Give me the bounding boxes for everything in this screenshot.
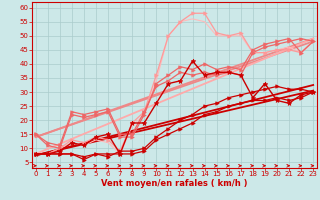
X-axis label: Vent moyen/en rafales ( km/h ): Vent moyen/en rafales ( km/h )	[101, 179, 248, 188]
